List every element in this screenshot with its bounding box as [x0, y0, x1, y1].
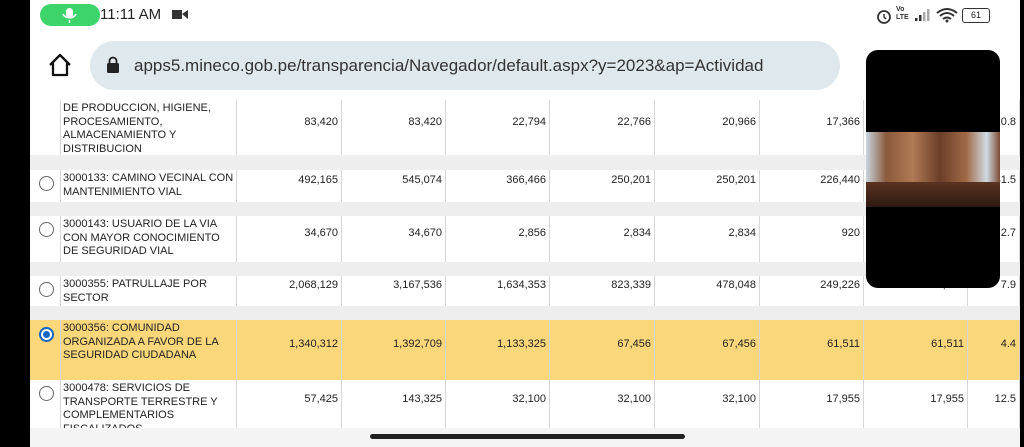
row-value: 67,456	[550, 320, 655, 380]
navigation-bar	[30, 428, 1020, 447]
row-value: 57,425	[237, 380, 342, 430]
row-value: 1,340,312	[237, 320, 342, 380]
pip-video[interactable]	[866, 50, 1000, 288]
radio-dot	[43, 331, 50, 338]
row-label: 3000356: COMUNIDAD ORGANIZADA A FAVOR DE…	[60, 320, 237, 380]
battery: 61	[962, 8, 990, 23]
row-value: 2.7	[968, 216, 1020, 262]
row-value: 2,834	[550, 216, 655, 262]
address-bar[interactable]: apps5.mineco.gob.pe/transparencia/Navega…	[90, 41, 840, 90]
row-value: 1,634,353	[446, 276, 550, 306]
row-value: 2,834	[655, 216, 760, 262]
row-value: 32,100	[655, 380, 760, 430]
row-value: 83,420	[237, 100, 342, 155]
row-value: 32,100	[550, 380, 655, 430]
row-value: 34,670	[237, 216, 342, 262]
row-value: 366,466	[446, 170, 550, 202]
row-value: 17,955	[864, 380, 968, 430]
home-indicator[interactable]	[370, 434, 685, 439]
network-type: Vo LTE	[896, 6, 909, 21]
video-frame	[866, 132, 1000, 207]
row-value: 250,201	[655, 170, 760, 202]
row-value: 226,440	[760, 170, 864, 202]
table-row: DE PRODUCCION, HIGIENE, PROCESAMIENTO, A…	[30, 100, 1020, 155]
row-radio[interactable]	[39, 282, 54, 297]
clock: 11:11 AM	[100, 6, 162, 23]
row-value: 7.9	[968, 276, 1020, 306]
row-value: 22,794	[446, 100, 550, 155]
wifi-icon	[936, 8, 958, 23]
row-value: 2,856	[446, 216, 550, 262]
row-radio[interactable]	[39, 327, 54, 342]
row-value: 823,339	[550, 276, 655, 306]
row-separator	[30, 262, 1020, 276]
row-radio[interactable]	[39, 176, 54, 191]
row-separator	[30, 155, 1020, 170]
signal-icon	[915, 9, 930, 21]
row-value: 17,955	[760, 380, 864, 430]
row-separator	[30, 202, 1020, 216]
row-value: 545,074	[342, 170, 446, 202]
row-value: 143,325	[342, 380, 446, 430]
row-value: 1,392,709	[342, 320, 446, 380]
row-value: 32,100	[446, 380, 550, 430]
table-row: 3000478: SERVICIOS DE TRANSPORTE TERREST…	[30, 380, 1020, 430]
row-value: 20,966	[655, 100, 760, 155]
row-value: 249,226	[760, 276, 864, 306]
url-text: apps5.mineco.gob.pe/transparencia/Navega…	[134, 56, 764, 75]
table-row: 3000356: COMUNIDAD ORGANIZADA A FAVOR DE…	[30, 320, 1020, 380]
row-label: 3000355: PATRULLAJE POR SECTOR	[60, 276, 237, 306]
mic-indicator	[40, 4, 100, 26]
video-icon	[172, 10, 188, 19]
row-value: 920	[760, 216, 864, 262]
row-label: 3000133: CAMINO VECINAL CON MANTENIMIENT…	[60, 170, 237, 202]
row-label: 3000143: USUARIO DE LA VIA CON MAYOR CON…	[60, 216, 237, 262]
browser: 11:11 AM Vo LTE 61 apps5.mineco.gob.pe/t…	[30, 0, 1020, 447]
row-value: 1,133,325	[446, 320, 550, 380]
video-floor	[866, 182, 1000, 207]
alarm-icon	[877, 10, 891, 24]
table-row: 3000355: PATRULLAJE POR SECTOR 2,068,129 3…	[30, 276, 1020, 306]
data-table: DE PRODUCCION, HIGIENE, PROCESAMIENTO, A…	[30, 100, 1020, 430]
row-value: 4.4	[968, 320, 1020, 380]
row-value: 34,670	[342, 216, 446, 262]
row-value: 83,420	[342, 100, 446, 155]
row-value: 12.5	[968, 380, 1020, 430]
table-row: 3000133: CAMINO VECINAL CON MANTENIMIENT…	[30, 170, 1020, 202]
row-value: 492,165	[237, 170, 342, 202]
row-separator	[30, 306, 1020, 320]
row-label: 3000478: SERVICIOS DE TRANSPORTE TERREST…	[60, 380, 237, 430]
row-radio[interactable]	[39, 222, 54, 237]
row-value: 250,201	[550, 170, 655, 202]
home-button[interactable]	[47, 52, 73, 78]
row-value: 22,766	[550, 100, 655, 155]
row-value: 2,068,129	[237, 276, 342, 306]
table-row: 3000143: USUARIO DE LA VIA CON MAYOR CON…	[30, 216, 1020, 262]
row-value: 67,456	[655, 320, 760, 380]
mic-icon	[62, 8, 77, 23]
row-radio[interactable]	[39, 386, 54, 401]
row-value: 61,511	[864, 320, 968, 380]
row-label: DE PRODUCCION, HIGIENE, PROCESAMIENTO, A…	[60, 100, 237, 155]
row-value: 3,167,536	[342, 276, 446, 306]
row-value: 61,511	[760, 320, 864, 380]
row-value: 17,366	[760, 100, 864, 155]
lock-icon	[107, 56, 119, 73]
row-value: 478,048	[655, 276, 760, 306]
